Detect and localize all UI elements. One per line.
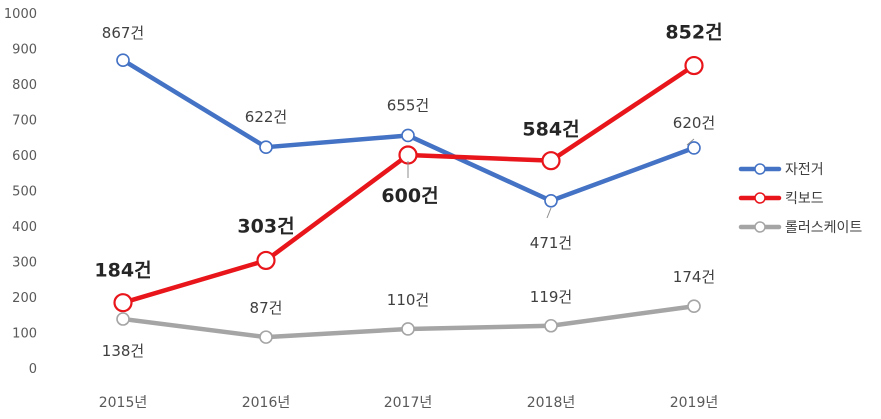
- data-point: [259, 330, 273, 344]
- legend-label: 롤러스케이트: [785, 220, 862, 236]
- data-point: [259, 140, 273, 154]
- data-point: [256, 250, 276, 271]
- data-point: [116, 312, 130, 326]
- data-label: 655건: [387, 96, 429, 114]
- y-tick-label: 500: [12, 185, 37, 200]
- data-point: [544, 318, 558, 333]
- y-tick-label: 700: [12, 114, 37, 129]
- data-label: 174건: [673, 268, 715, 286]
- legend-swatch-marker: [754, 192, 766, 204]
- data-label: 867건: [102, 24, 144, 42]
- data-label: 600건: [381, 185, 438, 207]
- x-tick-label: 2016년: [242, 395, 291, 411]
- x-tick-label: 2015년: [99, 395, 148, 411]
- legend-swatch-marker: [754, 163, 766, 175]
- x-tick-label: 2019년: [670, 395, 719, 411]
- data-label: 471건: [530, 234, 572, 252]
- data-label: 303건: [237, 215, 294, 237]
- data-label: 584건: [522, 119, 579, 141]
- y-tick-label: 0: [29, 362, 37, 377]
- y-axis: 0 100 200 300 400 500 600 700 800 900 1000: [4, 7, 37, 377]
- data-point: [401, 322, 415, 336]
- label-leader-line: [546, 207, 552, 219]
- data-label: 119건: [530, 288, 572, 306]
- label-leader-line: [686, 138, 695, 146]
- data-label: 110건: [387, 291, 429, 309]
- y-tick-label: 800: [12, 78, 37, 93]
- data-label: 87건: [250, 299, 283, 317]
- y-tick-label: 100: [12, 327, 37, 342]
- data-point: [398, 145, 418, 165]
- legend-swatch-marker: [754, 221, 766, 233]
- legend-label: 자전거: [785, 162, 824, 178]
- data-label: 622건: [245, 108, 287, 126]
- y-tick-label: 600: [12, 149, 37, 164]
- x-axis: 2015년 2016년 2017년 2018년 2019년: [99, 395, 719, 411]
- y-tick-label: 400: [12, 220, 37, 235]
- x-tick-label: 2017년: [384, 395, 433, 411]
- data-point: [116, 53, 130, 68]
- data-point: [113, 293, 133, 313]
- data-label: 138건: [102, 342, 144, 360]
- y-tick-label: 900: [12, 43, 37, 58]
- series-markers: [113, 53, 704, 344]
- data-label: 620건: [673, 114, 715, 132]
- data-point: [541, 151, 561, 171]
- x-tick-label: 2018년: [527, 395, 576, 411]
- data-point: [687, 141, 701, 155]
- data-point: [684, 55, 704, 76]
- data-label: 184건: [94, 260, 151, 282]
- y-tick-label: 300: [12, 256, 37, 271]
- legend-label: 킥보드: [785, 191, 824, 207]
- y-tick-label: 1000: [4, 7, 37, 22]
- data-point: [401, 128, 415, 143]
- data-point: [687, 299, 701, 314]
- y-tick-label: 200: [12, 291, 37, 306]
- data-labels: 867건 622건 655건 471건 620건 184건 303건 600건 584건 852건…: [94, 22, 722, 360]
- data-point: [544, 193, 558, 208]
- data-label: 852건: [665, 22, 722, 44]
